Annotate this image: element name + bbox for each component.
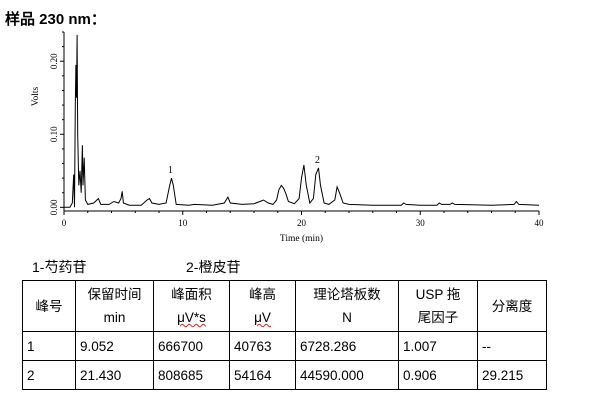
chromatogram-chart: 0 10 20 30 40 0.00 0.10 0.20 Time (min) Volts 1 2 <box>31 31 545 244</box>
header-text: 分离度 <box>491 298 533 314</box>
x-tick-label: 40 <box>535 218 545 228</box>
cell-usp-tailing: 0.906 <box>398 360 478 390</box>
legend-peak-2: 2-橙皮苷 <box>186 259 241 275</box>
y-tick-label: 0.00 <box>49 199 59 215</box>
table-row: 1 9.052 666700 40763 6728.286 1.007 -- <box>22 331 547 361</box>
cell-retention-time: 9.052 <box>75 331 154 361</box>
cell-peak-no: 1 <box>22 331 76 361</box>
header-text: USP 拖 <box>415 287 461 302</box>
header-retention-time: 保留时间 min <box>75 280 154 332</box>
header-peak-height: 峰高 μV <box>229 280 296 332</box>
y-axis-label: Volts <box>31 87 41 107</box>
cell-peak-height: 40763 <box>229 331 296 361</box>
header-unit: min <box>103 310 126 325</box>
x-tick-label: 0 <box>62 218 67 228</box>
chromatogram-trace <box>64 34 540 208</box>
header-unit: N <box>342 310 352 325</box>
cell-retention-time: 21.430 <box>75 360 154 390</box>
y-tick-label: 0.10 <box>49 126 59 142</box>
peak-results-table: 峰号 保留时间 min 峰面积 μV*s 峰高 μV 理论塔板数 N USP 拖… <box>22 280 547 390</box>
table-header-row: 峰号 保留时间 min 峰面积 μV*s 峰高 μV 理论塔板数 N USP 拖… <box>22 280 547 332</box>
cell-peak-area: 808685 <box>153 360 230 390</box>
sample-heading: 样品 230 nm： <box>5 11 106 28</box>
x-tick-label: 20 <box>297 218 307 228</box>
x-axis-label: Time (min) <box>280 233 323 244</box>
cell-peak-area: 666700 <box>153 331 230 361</box>
legend-peak-1: 1-芍药苷 <box>32 259 87 275</box>
header-unit: 尾因子 <box>417 310 459 325</box>
peak-label: 1 <box>168 165 173 176</box>
header-peak-area: 峰面积 μV*s <box>153 280 230 332</box>
x-tick-label: 10 <box>178 218 188 228</box>
cell-peak-no: 2 <box>22 360 76 390</box>
cell-usp-tailing: 1.007 <box>398 331 478 361</box>
header-text: 峰高 <box>249 287 276 302</box>
cell-resolution: 29.215 <box>477 360 547 390</box>
header-usp-tailing: USP 拖 尾因子 <box>398 280 478 332</box>
header-text: 保留时间 <box>87 287 142 302</box>
table-row: 2 21.430 808685 54164 44590.000 0.906 29… <box>22 360 547 390</box>
header-resolution: 分离度 <box>477 280 547 332</box>
header-theoretical-plates: 理论塔板数 N <box>295 280 399 332</box>
cell-theoretical-plates: 44590.000 <box>295 360 399 390</box>
y-tick-label: 0.20 <box>49 53 59 69</box>
header-unit: μV*s <box>177 310 206 325</box>
header-text: 理论塔板数 <box>313 287 381 302</box>
header-unit: μV <box>254 310 271 325</box>
header-text: 峰面积 <box>171 287 212 302</box>
cell-resolution: -- <box>477 331 547 361</box>
header-text: 峰号 <box>35 298 63 314</box>
header-peak-no: 峰号 <box>22 280 76 332</box>
peak-label: 2 <box>315 155 320 166</box>
cell-theoretical-plates: 6728.286 <box>295 331 399 361</box>
x-tick-label: 30 <box>416 218 426 228</box>
cell-peak-height: 54164 <box>229 360 296 390</box>
